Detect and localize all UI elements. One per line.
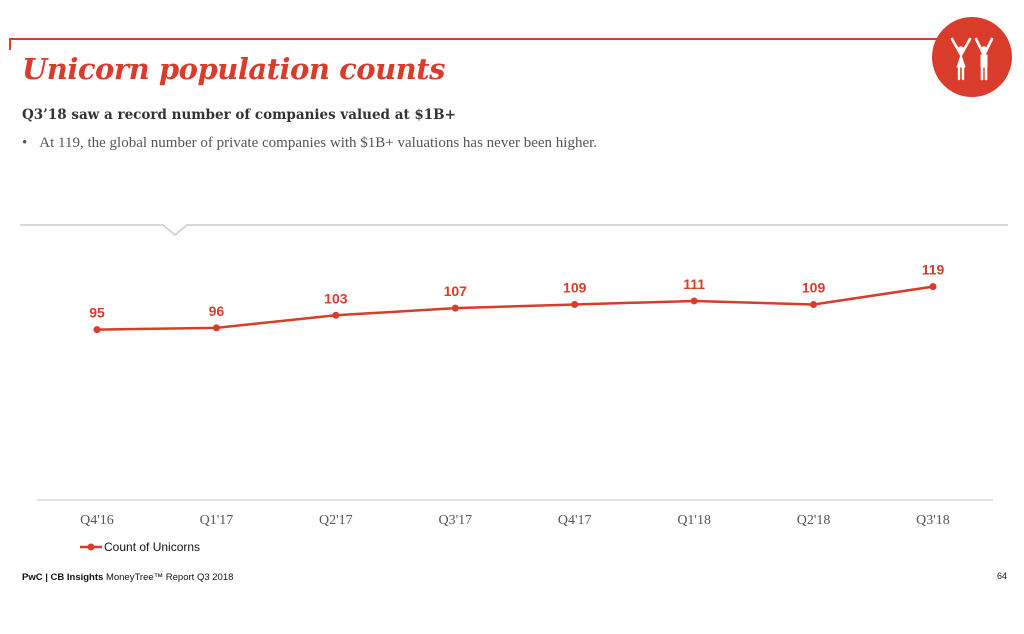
bullet-text: At 119, the global number of private com…: [39, 135, 598, 151]
data-label: 109: [563, 280, 587, 296]
series-line-count-of-unicorns: [96, 285, 934, 331]
data-point: [451, 304, 459, 312]
x-tick-label: Q2'17: [319, 513, 353, 528]
people-celebrating-icon: [932, 17, 1012, 97]
data-point: [212, 324, 220, 332]
x-tick-label: Q3'17: [438, 513, 472, 528]
bullet-dot: •: [22, 135, 28, 151]
legend-label: Count of Unicorns: [104, 540, 200, 554]
data-point: [93, 326, 101, 334]
data-label: 111: [683, 276, 705, 292]
page-title: Unicorn population counts: [22, 52, 445, 86]
callout-divider: [20, 224, 1008, 236]
x-tick-label: Q4'16: [80, 513, 114, 528]
page-number: 64: [997, 571, 1008, 581]
data-point: [810, 301, 818, 309]
data-point: [690, 297, 698, 305]
x-tick-label: Q1'18: [677, 513, 711, 528]
data-label: 119: [922, 262, 945, 278]
footer: PwC | CB Insights MoneyTree™ Report Q3 2…: [22, 572, 233, 583]
page-subtitle: Q3’18 saw a record number of companies v…: [22, 107, 456, 123]
header-rule-tick: [9, 38, 11, 50]
footer-brand: PwC | CB Insights: [22, 572, 104, 583]
data-point: [332, 311, 340, 319]
x-tick-label: Q2'18: [797, 513, 831, 528]
data-label: 107: [444, 283, 468, 299]
data-label: 109: [802, 280, 826, 296]
x-tick-label: Q4'17: [558, 513, 592, 528]
data-label: 95: [89, 305, 105, 321]
bullet-point: • At 119, the global number of private co…: [22, 135, 597, 152]
data-point: [571, 301, 579, 309]
legend-marker: [87, 543, 95, 551]
data-point: [929, 283, 937, 291]
data-label: 96: [209, 303, 225, 319]
footer-text: MoneyTree™ Report Q3 2018: [103, 572, 234, 583]
data-label: 103: [324, 290, 348, 306]
header-rule: [9, 38, 944, 40]
x-tick-label: Q3'18: [916, 513, 950, 528]
x-tick-label: Q1'17: [200, 513, 234, 528]
